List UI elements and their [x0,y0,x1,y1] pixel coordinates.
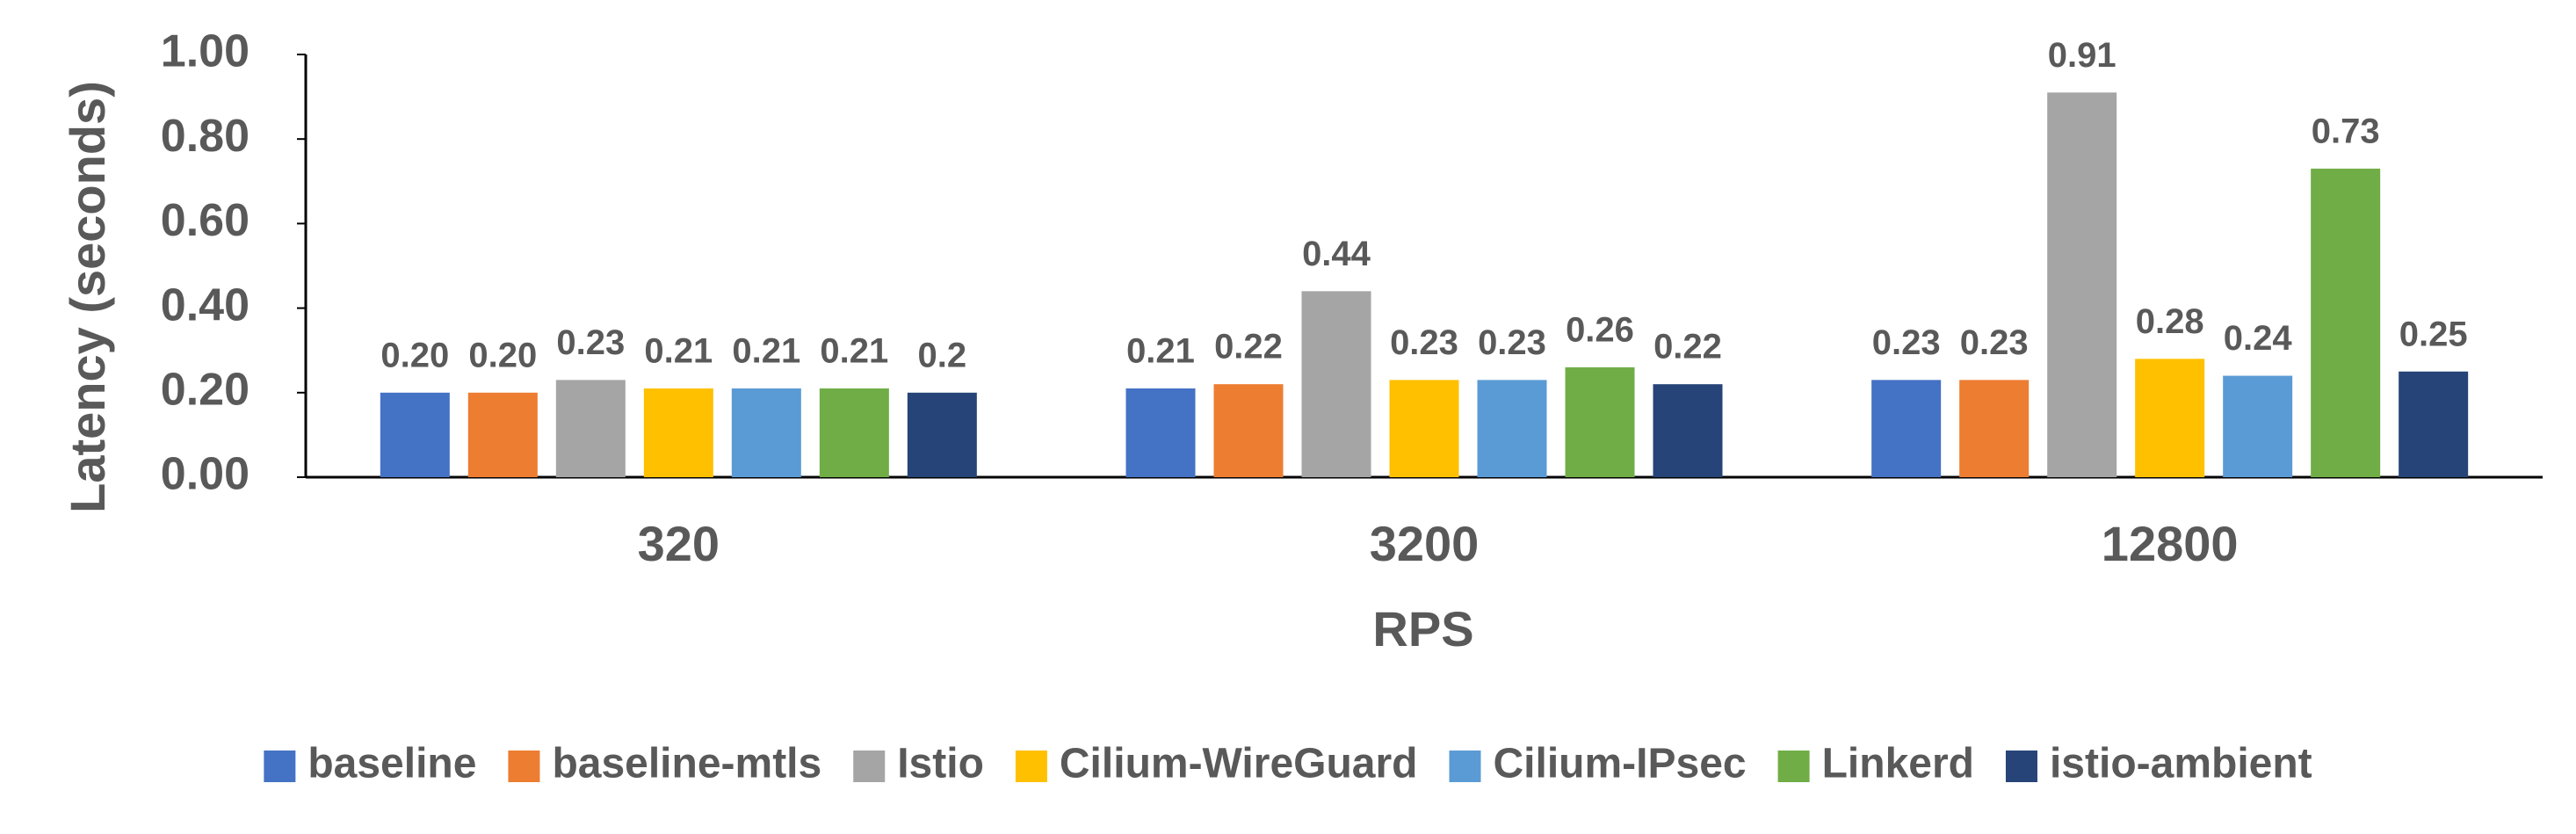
bar [643,388,713,477]
y-tick-label: 0.00 [161,449,250,500]
bar [467,392,538,477]
legend-label: Cilium-WireGuard [1060,741,1418,787]
legend-swatch [1777,751,1810,782]
bar [2135,359,2205,477]
bar [731,388,801,477]
data-label: 0.23 [1872,323,1941,362]
data-label: 0.44 [1302,235,1371,273]
legend-label: Linkerd [1822,741,1974,787]
data-label: 0.91 [2048,36,2117,75]
y-tick-label: 0.60 [161,195,250,246]
bar [1477,380,1547,477]
data-label: 0.21 [732,332,800,371]
bar [1389,380,1459,477]
y-tick-label: 0.20 [161,365,250,416]
legend-swatch [2005,751,2037,782]
data-label: 0.21 [1126,332,1195,371]
x-axis-title: RPS [1372,601,1473,656]
data-label: 0.24 [2224,319,2293,358]
legend-swatch [508,751,540,782]
data-label: 0.23 [1960,323,2029,362]
bar [1959,380,2030,477]
legend-label: baseline [308,741,476,787]
data-label: 0.73 [2312,112,2380,150]
data-label: 0.22 [1214,328,1283,366]
data-label: 0.26 [1566,311,1634,350]
bar [555,380,626,477]
data-label: 0.23 [556,323,625,362]
legend-swatch [264,751,296,782]
y-tick-label: 1.00 [161,26,250,77]
legend-label: Cilium-IPsec [1494,741,1747,787]
x-tick-label: 12800 [2102,516,2239,571]
legend-swatch [853,751,886,782]
bar [2311,168,2381,477]
data-label: 0.22 [1653,328,1722,366]
data-label: 0.23 [1390,323,1458,362]
bar [1125,388,1196,477]
legend-swatch [1015,751,1047,782]
data-label: 0.25 [2399,315,2468,353]
x-tick-label: 3200 [1370,516,1480,571]
data-label: 0.20 [468,336,537,374]
bar [907,392,977,477]
bar [1213,384,1284,477]
bar [380,392,450,477]
bar [1653,384,1723,477]
legend-label: baseline-mtls [552,741,821,787]
bar [2223,375,2293,477]
data-label: 0.28 [2136,302,2204,341]
data-label: 0.2 [918,336,967,374]
bar [1565,366,1635,477]
x-tick-label: 320 [638,516,720,571]
y-tick-label: 0.80 [161,111,250,162]
data-label: 0.23 [1478,323,1546,362]
y-tick-label: 0.40 [161,279,250,330]
data-label: 0.20 [380,336,449,374]
legend-label: Istio [897,741,984,787]
legend-label: istio-ambient [2050,741,2312,787]
bar [2399,371,2469,477]
bar [819,388,889,477]
bar [1871,380,1942,477]
bar [2047,92,2117,477]
legend-swatch [1449,751,1481,782]
data-label: 0.21 [820,332,888,371]
y-axis-title: Latency (seconds) [60,81,115,513]
bar [1301,291,1371,477]
data-label: 0.21 [644,332,713,371]
